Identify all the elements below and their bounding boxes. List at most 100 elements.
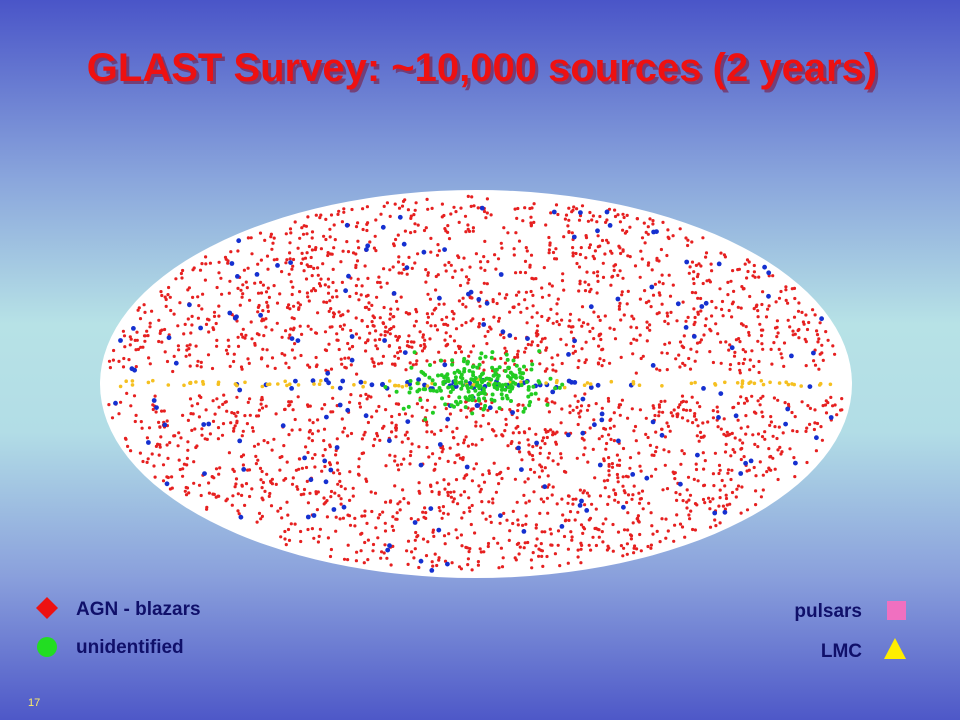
source-dot	[437, 302, 441, 306]
source-dot	[393, 454, 397, 458]
source-dot	[450, 358, 455, 363]
source-dot	[789, 353, 794, 359]
source-dot	[465, 361, 470, 366]
source-dot	[145, 436, 149, 440]
source-dot	[701, 386, 706, 391]
source-dot	[365, 205, 369, 209]
source-dot	[523, 541, 527, 545]
source-dot	[696, 296, 700, 300]
source-dot	[139, 420, 143, 424]
source-dot	[192, 481, 196, 485]
source-dot	[416, 518, 420, 522]
source-dot	[639, 469, 643, 473]
source-dot	[826, 338, 830, 342]
source-dot	[622, 313, 626, 317]
source-dot	[632, 484, 636, 488]
source-dot	[532, 220, 536, 224]
source-dot	[485, 282, 489, 286]
source-dot	[236, 410, 240, 414]
source-dot	[308, 404, 312, 408]
source-dot	[731, 448, 735, 452]
source-dot	[534, 277, 538, 281]
source-dot	[726, 468, 731, 472]
source-dot	[583, 446, 587, 450]
source-dot	[244, 482, 249, 486]
source-dot	[331, 280, 335, 285]
source-dot	[665, 311, 669, 315]
source-dot	[372, 364, 376, 368]
source-dot	[240, 483, 244, 487]
source-dot	[260, 406, 265, 410]
source-dot	[414, 319, 418, 323]
source-dot	[661, 488, 665, 492]
source-dot	[476, 297, 482, 302]
source-dot	[153, 394, 157, 398]
source-dot	[517, 441, 521, 445]
source-dot	[544, 223, 548, 227]
source-dot	[680, 449, 684, 453]
source-dot	[682, 408, 686, 412]
source-dot	[640, 489, 645, 493]
source-dot	[334, 453, 338, 457]
source-dot	[283, 537, 287, 541]
source-dot	[304, 465, 309, 470]
source-dot	[769, 347, 773, 351]
source-dot	[148, 325, 152, 329]
source-dot	[473, 388, 478, 393]
source-dot	[165, 359, 170, 364]
source-dot	[326, 277, 330, 281]
source-dot	[405, 272, 409, 276]
source-dot	[688, 517, 692, 521]
source-dot	[651, 293, 656, 297]
source-dot	[339, 260, 343, 264]
source-dot	[811, 350, 816, 356]
source-dot	[695, 452, 700, 458]
source-dot	[556, 543, 560, 547]
source-dot	[181, 413, 185, 417]
source-dot	[470, 195, 474, 199]
source-dot	[578, 282, 582, 286]
source-dot	[504, 349, 508, 353]
source-dot	[495, 301, 499, 306]
source-dot	[173, 360, 179, 366]
source-dot	[706, 420, 710, 424]
source-dot	[384, 464, 388, 468]
source-dot	[607, 399, 611, 403]
source-dot	[260, 496, 264, 500]
source-dot	[413, 230, 417, 234]
source-dot	[278, 468, 282, 472]
source-dot	[283, 407, 287, 411]
source-dot	[291, 257, 296, 262]
source-dot	[417, 489, 421, 493]
source-dot	[609, 437, 613, 441]
source-dot	[264, 290, 269, 294]
source-dot	[470, 377, 475, 382]
source-dot	[778, 445, 782, 449]
source-dot	[564, 470, 568, 474]
source-dot	[328, 467, 334, 473]
source-dot	[371, 549, 375, 553]
source-dot	[319, 378, 323, 383]
source-dot	[550, 543, 554, 547]
source-dot	[596, 234, 600, 238]
source-dot	[747, 260, 751, 264]
source-dot	[713, 383, 718, 387]
source-dot	[338, 479, 342, 483]
source-dot	[403, 198, 407, 202]
source-dot	[575, 207, 579, 211]
source-dot	[653, 282, 658, 286]
source-dot	[727, 308, 731, 313]
source-dot	[532, 490, 536, 494]
source-dot	[479, 266, 483, 270]
source-dot	[507, 538, 511, 543]
source-dot	[682, 334, 686, 338]
source-dot	[442, 534, 447, 538]
source-dot	[378, 337, 382, 342]
source-dot	[526, 540, 530, 545]
source-dot	[259, 517, 263, 521]
source-dot	[284, 329, 288, 333]
source-dot	[427, 375, 432, 380]
source-dot	[328, 461, 332, 465]
source-dot	[500, 396, 505, 401]
source-dot	[648, 323, 652, 327]
